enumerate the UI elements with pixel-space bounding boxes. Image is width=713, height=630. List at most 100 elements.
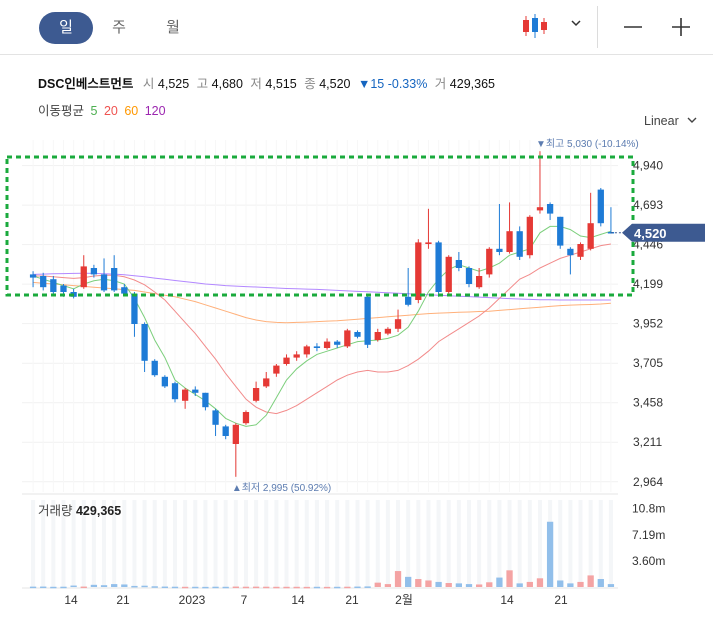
volume-bar bbox=[607, 584, 615, 587]
candle-body bbox=[415, 242, 422, 300]
y-tick-label: 3,211 bbox=[633, 435, 662, 449]
candle-body bbox=[435, 242, 442, 292]
volume-bar bbox=[242, 586, 250, 589]
volume-bar bbox=[50, 586, 57, 589]
last-price-label: 4,520 bbox=[634, 226, 667, 241]
candle-body bbox=[212, 410, 219, 425]
candle-body bbox=[344, 330, 351, 347]
volume-bar bbox=[496, 577, 503, 587]
volume-bar bbox=[80, 586, 87, 589]
candle-body bbox=[445, 256, 452, 292]
zoom-out-button[interactable] bbox=[620, 14, 646, 40]
candle-body bbox=[354, 332, 361, 337]
volume-bar bbox=[303, 586, 310, 589]
volume-total: 429,365 bbox=[76, 504, 121, 518]
volume-value: 429,365 bbox=[449, 77, 495, 91]
ma-60[interactable]: 60 bbox=[124, 104, 139, 118]
volume-bar bbox=[567, 583, 574, 587]
ma-5-line bbox=[32, 225, 612, 427]
candle-body bbox=[192, 389, 199, 393]
candle-body bbox=[283, 357, 290, 364]
volume-tick-label: 3.60m bbox=[632, 554, 665, 568]
high-value: 4,680 bbox=[211, 77, 243, 91]
open-value: 4,525 bbox=[157, 77, 190, 91]
volume-bar bbox=[455, 583, 463, 587]
volume-bar bbox=[141, 585, 148, 588]
candle-body bbox=[111, 268, 118, 291]
min-price-annotation: ▲최저 2,995 (50.92%) bbox=[232, 482, 331, 494]
volume-bar bbox=[364, 586, 371, 588]
tab-daily[interactable]: 일 bbox=[39, 12, 93, 44]
volume-bar bbox=[344, 586, 351, 589]
candle-body bbox=[536, 207, 544, 211]
volume-bar bbox=[546, 521, 554, 587]
candle-body bbox=[577, 244, 584, 257]
x-tick-label: 21 bbox=[554, 593, 568, 607]
tab-weekly[interactable]: 주 bbox=[112, 19, 126, 36]
zoom-in-button[interactable] bbox=[668, 14, 694, 40]
ma-60-line bbox=[33, 281, 611, 324]
ma-5[interactable]: 5 bbox=[90, 104, 98, 118]
volume-bar bbox=[212, 586, 219, 589]
candle-body bbox=[486, 248, 493, 275]
candles bbox=[29, 151, 615, 477]
candle-body bbox=[151, 360, 158, 376]
volume-label: 거 bbox=[434, 77, 447, 91]
y-tick-label: 4,199 bbox=[633, 277, 663, 291]
scale-selector[interactable]: Linear bbox=[644, 114, 698, 128]
volume-bar bbox=[415, 579, 422, 587]
volume-bar bbox=[557, 580, 564, 587]
candle-body bbox=[465, 268, 473, 284]
candle-body bbox=[90, 268, 98, 275]
volume-bar bbox=[597, 579, 604, 587]
candle-body bbox=[425, 242, 432, 244]
candle-body bbox=[171, 383, 179, 400]
volume-bar bbox=[384, 584, 392, 587]
candle-body bbox=[506, 231, 513, 252]
x-tick-label: 21 bbox=[116, 593, 130, 607]
x-tick-label: 14 bbox=[500, 593, 514, 607]
minus-icon bbox=[624, 26, 642, 28]
price-summary: DSC인베스트먼트 시 4,525 고 4,680 저 4,515 종 4,52… bbox=[38, 73, 495, 92]
ma-20-line bbox=[33, 243, 611, 415]
volume-bar bbox=[232, 586, 239, 589]
ma-label: 이동평균 bbox=[38, 104, 85, 118]
volume-bar bbox=[283, 586, 290, 589]
volume-bar bbox=[171, 586, 179, 589]
max-price-annotation: ▼최고 5,030 (-10.14%) bbox=[536, 138, 639, 150]
volume-bar bbox=[111, 584, 118, 587]
chart-type-button[interactable] bbox=[520, 12, 590, 42]
volume-tick-label: 10.8m bbox=[632, 502, 665, 516]
volume-bar bbox=[516, 583, 523, 587]
candle-body bbox=[597, 189, 604, 224]
ma-120[interactable]: 120 bbox=[144, 104, 166, 118]
x-tick-label: 14 bbox=[64, 593, 78, 607]
low-value: 4,515 bbox=[265, 77, 297, 91]
moving-average-legend: 이동평균 5 20 60 120 bbox=[38, 100, 166, 119]
x-tick-label: 14 bbox=[291, 593, 305, 607]
chevron-down-icon bbox=[571, 20, 581, 27]
volume-bar bbox=[465, 584, 473, 587]
chart-grid: 4,9404,6934,4464,1993,9523,7053,4583,211… bbox=[22, 140, 663, 587]
candle-body bbox=[374, 332, 381, 340]
candlestick-icon bbox=[523, 14, 547, 38]
candle-body bbox=[526, 216, 533, 256]
period-toolbar: 일 주 월 bbox=[0, 0, 713, 55]
volume-bar bbox=[131, 585, 138, 588]
tab-monthly[interactable]: 월 bbox=[166, 19, 180, 36]
candle-body bbox=[516, 231, 523, 257]
volume-bar bbox=[374, 582, 381, 587]
volume-bar bbox=[405, 576, 412, 587]
candle-body bbox=[587, 223, 594, 249]
volume-tick-label: 7.19m bbox=[632, 528, 665, 542]
candle-body bbox=[546, 204, 554, 214]
ma-20[interactable]: 20 bbox=[103, 104, 118, 118]
candle-body bbox=[181, 389, 189, 401]
candle-body bbox=[60, 285, 67, 292]
low-label: 저 bbox=[250, 77, 262, 91]
candle-body bbox=[29, 274, 37, 278]
volume-bar bbox=[29, 586, 37, 589]
volume-bar bbox=[222, 586, 229, 589]
volume-bar bbox=[252, 586, 260, 589]
